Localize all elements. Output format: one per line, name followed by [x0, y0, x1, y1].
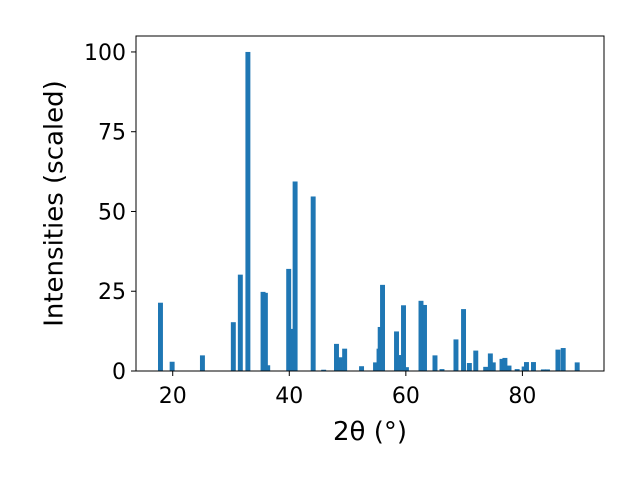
bar	[286, 268, 292, 371]
plot-frame	[135, 35, 605, 372]
bar	[502, 357, 508, 371]
y-axis-label: Intensities (scaled)	[40, 80, 70, 327]
bar	[524, 362, 529, 371]
bar	[453, 339, 459, 371]
bar	[466, 363, 472, 371]
bar	[245, 51, 251, 371]
y-tick-label: 25	[98, 280, 126, 305]
bar	[531, 362, 536, 371]
bar	[483, 366, 489, 371]
bar	[230, 322, 236, 371]
x-axis-label: 2θ (°)	[333, 417, 407, 447]
bar	[334, 343, 339, 371]
bar	[432, 355, 438, 371]
bar	[265, 365, 271, 371]
x-tick-label: 20	[159, 384, 187, 409]
bar	[490, 362, 496, 371]
bar	[540, 369, 546, 371]
bar	[337, 357, 343, 371]
bar	[461, 309, 467, 371]
bar	[380, 284, 385, 371]
bar	[262, 292, 268, 371]
bar	[560, 348, 566, 371]
bar	[321, 369, 327, 371]
bar	[487, 353, 493, 371]
bar	[310, 196, 316, 371]
bar	[292, 181, 298, 371]
bar	[439, 369, 445, 371]
bar	[555, 349, 561, 371]
bar	[401, 305, 406, 371]
bar	[394, 331, 399, 371]
bar	[158, 302, 163, 371]
bar	[574, 362, 580, 371]
y-tick-label: 100	[84, 41, 126, 66]
y-tick-label: 50	[98, 200, 126, 225]
bar	[403, 367, 409, 371]
x-tick-label: 60	[392, 384, 420, 409]
y-tick-label: 75	[98, 121, 126, 146]
bar	[289, 328, 295, 371]
bar	[544, 369, 550, 371]
x-tick-label: 40	[275, 384, 303, 409]
bar	[506, 365, 512, 371]
bar	[373, 362, 379, 371]
x-tick-label: 80	[508, 384, 536, 409]
bar	[237, 274, 243, 371]
y-tick-label: 0	[112, 360, 126, 385]
bar	[473, 350, 479, 371]
axes-layer: 20 40 60 80 0 25 50 75 100	[84, 35, 605, 409]
bar	[499, 358, 505, 371]
bar	[396, 355, 402, 371]
bar	[514, 369, 520, 371]
bar	[422, 304, 427, 371]
bar	[199, 355, 205, 371]
bar	[418, 300, 424, 371]
bars-layer	[158, 51, 580, 371]
bar	[359, 366, 365, 371]
bar	[342, 348, 348, 371]
bar	[169, 361, 175, 371]
